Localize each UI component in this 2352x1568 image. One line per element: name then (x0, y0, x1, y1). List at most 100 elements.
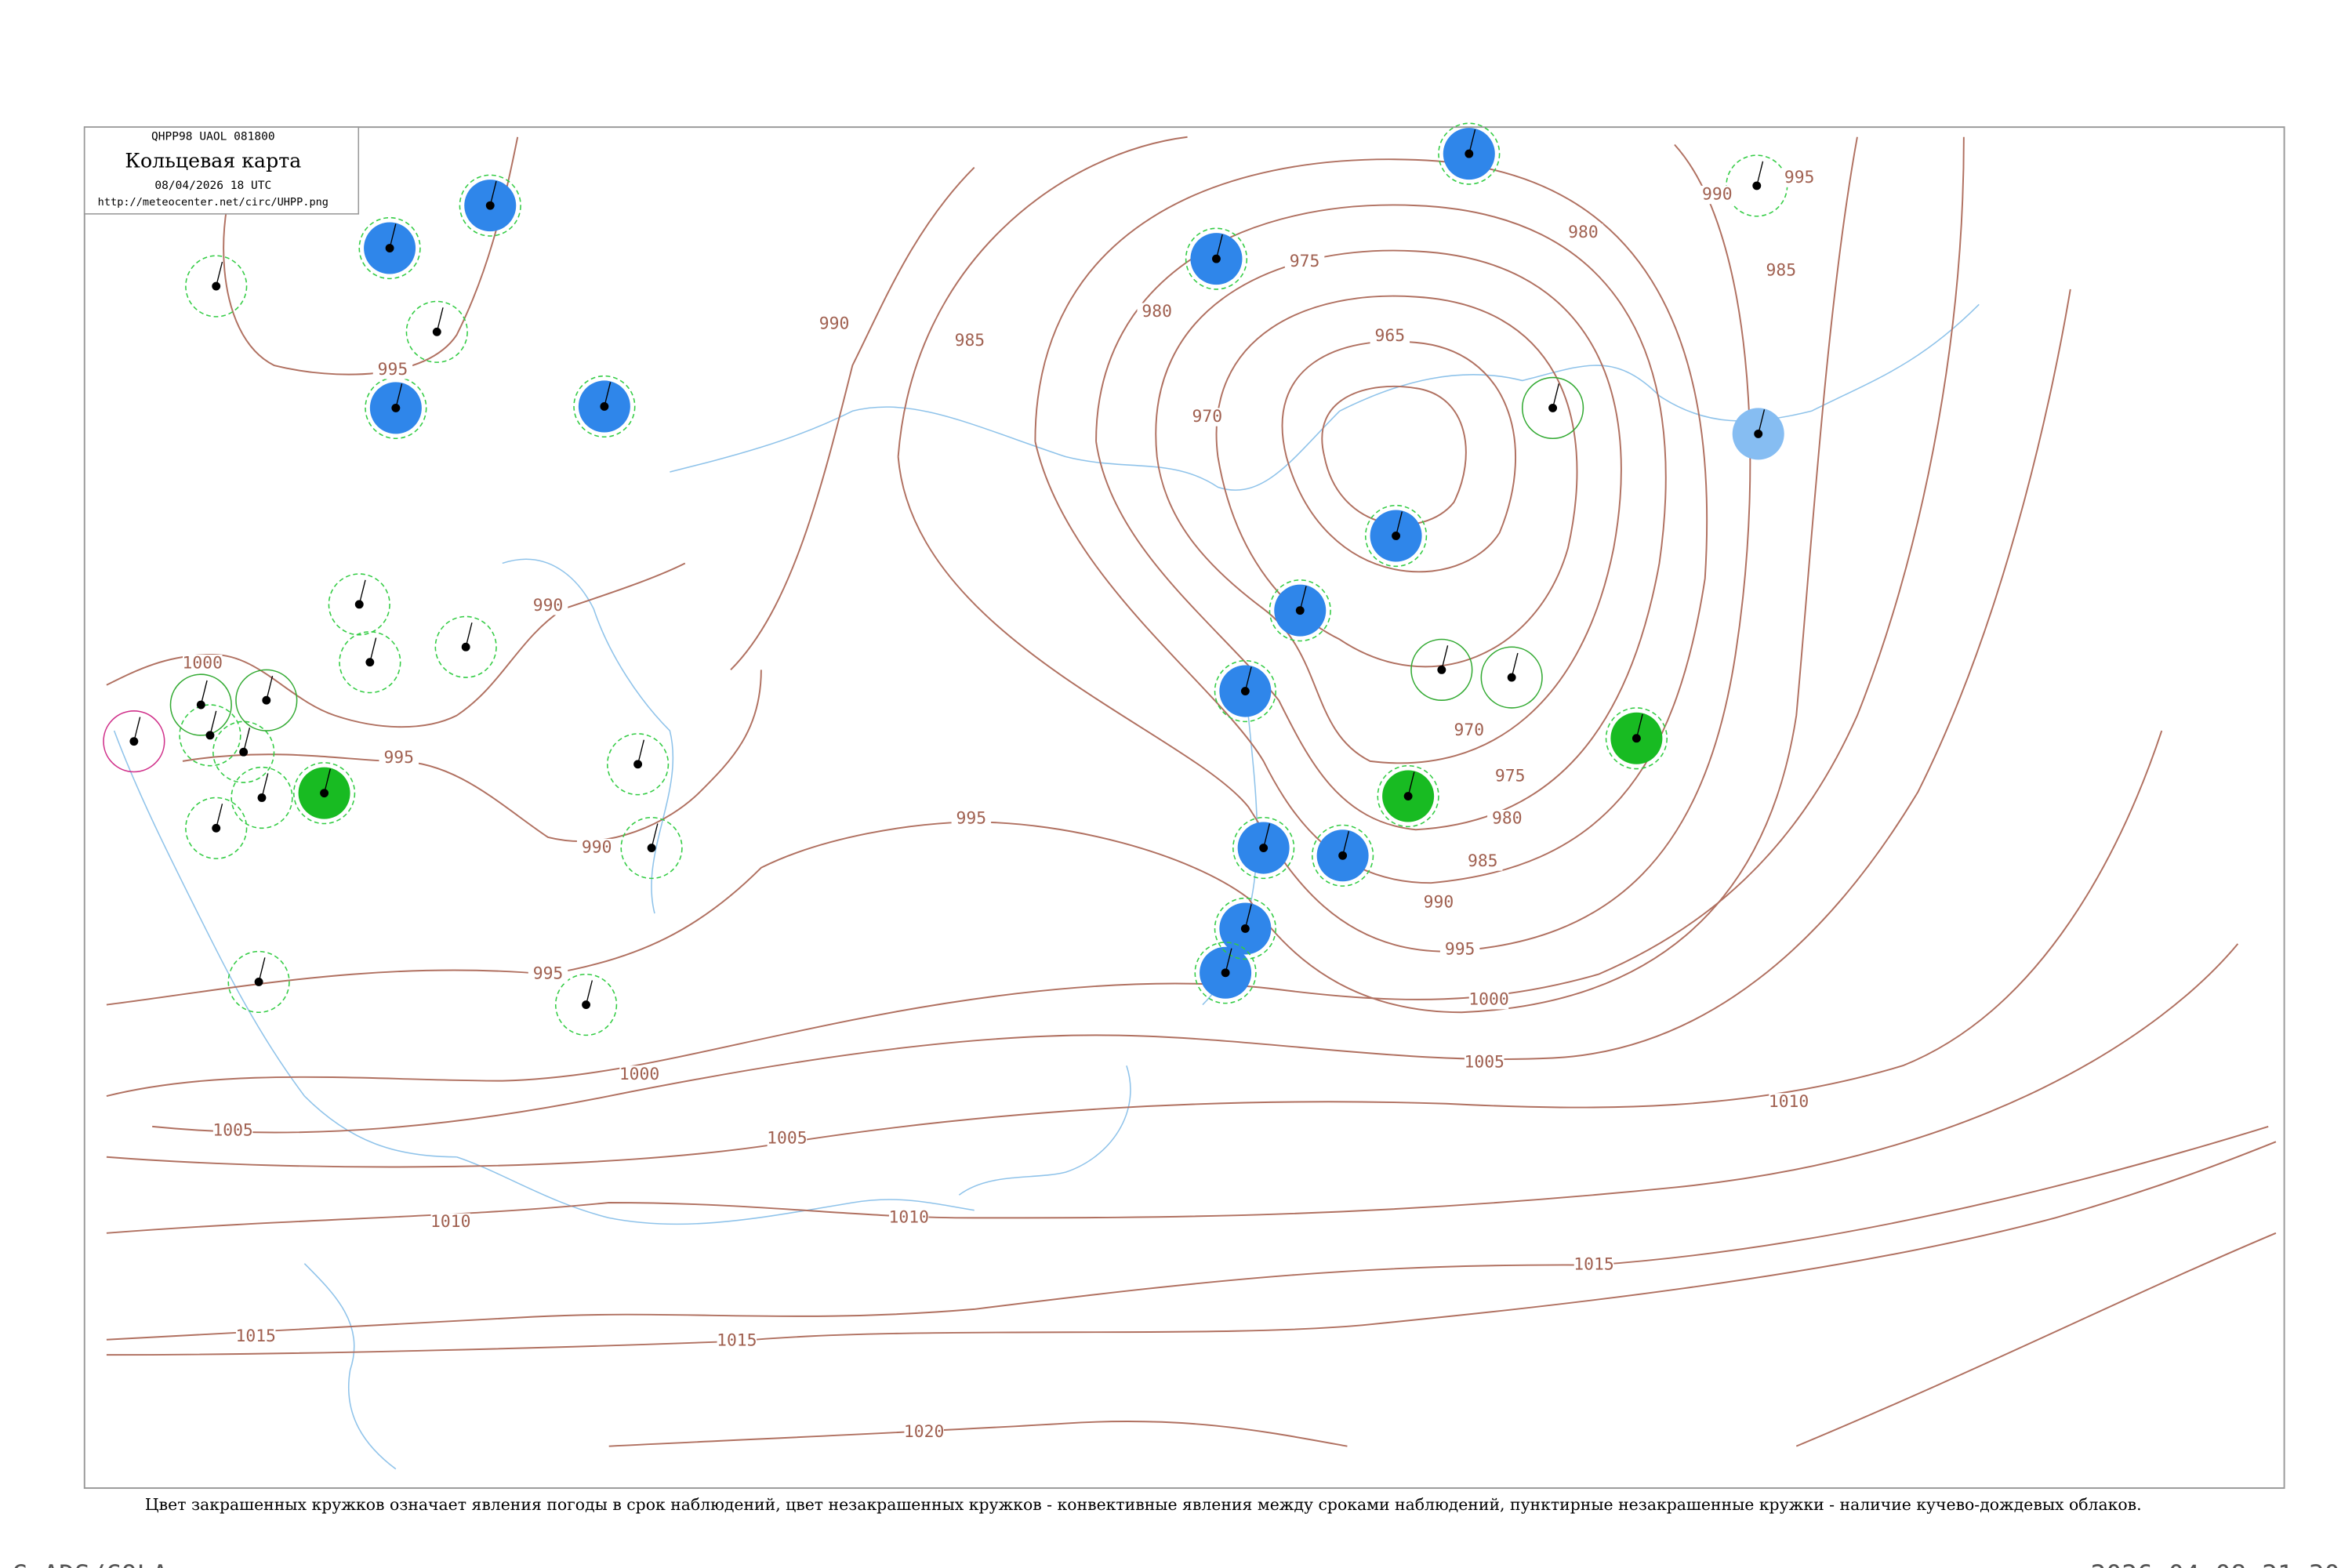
isobar-label-bg (235, 1327, 276, 1346)
station-cb (292, 762, 356, 825)
station-cb (358, 216, 421, 280)
station-dot (1392, 532, 1401, 540)
isobar-label: 980 (1568, 223, 1599, 242)
wind-barb (216, 261, 223, 287)
wind-barb (1407, 771, 1415, 797)
stations (103, 122, 1788, 1036)
isobar-label-bg (814, 314, 855, 334)
isobar-label: 965 (1375, 326, 1406, 346)
timestamp: 2026-04-08-21:30 (2091, 1559, 2340, 1568)
header-frame (83, 126, 360, 215)
station-dot (1632, 734, 1641, 743)
station-cb (620, 816, 683, 880)
station-dot (1240, 687, 1250, 695)
isobar-label-bg (888, 1208, 929, 1228)
wind-barb (261, 773, 269, 798)
station-cb (1377, 764, 1439, 828)
station-cb (185, 255, 248, 318)
wind-barb (1758, 409, 1766, 434)
isobar-label-bg (1370, 327, 1410, 346)
header-title: Кольцевая карта (125, 150, 301, 172)
station-cb (1185, 227, 1248, 290)
isobar-label: 975 (1290, 252, 1320, 271)
wind-barb (1441, 645, 1449, 670)
wind-barb (389, 223, 397, 249)
wind-barb (395, 383, 403, 408)
wind-barb (651, 823, 659, 848)
station-cb (573, 375, 636, 438)
station-cb (1232, 816, 1295, 880)
isobar-label: 990 (533, 596, 564, 615)
wind-barb (1635, 713, 1643, 739)
station-cb (212, 720, 275, 783)
wind-barb (1244, 666, 1252, 691)
isobar-label-bg (1487, 810, 1527, 829)
station-convective (1521, 376, 1584, 439)
isobar-label-bg (372, 361, 413, 379)
isobar-label: 995 (956, 809, 987, 829)
wind-barb (1552, 383, 1560, 408)
isobar-label-bg (1468, 991, 1509, 1010)
software-label: GrADS/COLA (13, 1559, 169, 1568)
wind-barb (1225, 948, 1232, 973)
station-cb (328, 573, 390, 636)
isobar-label: 985 (1766, 261, 1797, 281)
station-dot (129, 737, 139, 746)
isobar-label-bg (951, 810, 992, 829)
isobar-label: 1015 (236, 1327, 276, 1346)
station-dot (205, 731, 215, 740)
station-cb (1214, 897, 1276, 960)
isobar-label: 985 (955, 331, 985, 350)
station-convective (103, 710, 165, 773)
isobar-label: 995 (378, 360, 408, 379)
isobar-label-bg (1697, 185, 1737, 205)
isobar-label-bg (1439, 941, 1480, 960)
isobar-label: 970 (1192, 407, 1223, 426)
isobar-label-bg (717, 1332, 757, 1351)
isobar-label-bg (1573, 1255, 1614, 1275)
wind-barb (1299, 586, 1307, 611)
station-dot (1754, 429, 1763, 438)
isobar-label-bg (183, 654, 223, 673)
isobar-label-bg (1463, 852, 1503, 871)
station-cb (405, 300, 468, 363)
isobar-label-bg (528, 965, 568, 984)
isobar-label-bg (379, 749, 419, 768)
station-cb (185, 797, 248, 859)
isobar-label: 1000 (1468, 990, 1508, 1010)
wind-barb (369, 637, 377, 662)
station-dot (254, 977, 263, 986)
wind-barb (258, 957, 266, 982)
station-cb (1438, 122, 1501, 185)
isobar-label: 970 (1454, 720, 1485, 740)
isobar-label-bg (619, 1065, 659, 1084)
isobar-label: 995 (1445, 940, 1475, 960)
isobar-label-bg (767, 1129, 808, 1149)
isobar-label-bg (1449, 721, 1490, 740)
isobar-label-bg (1464, 1053, 1504, 1072)
wind-barb (436, 307, 444, 332)
isobar-label-bg (1490, 767, 1530, 786)
isobar-label-bg (1761, 261, 1802, 281)
isobar-label-bg (1418, 893, 1459, 913)
wind-barb (1215, 234, 1223, 260)
wind-barb (133, 717, 141, 742)
header-time: 08/04/2026 18 UTC (154, 179, 271, 192)
isobar-label: 1000 (619, 1065, 659, 1084)
isobar-label: 1005 (212, 1121, 252, 1141)
wind-barb (358, 579, 366, 605)
station-dot (262, 695, 271, 705)
isobar-label: 990 (1702, 185, 1733, 205)
isobar-label: 1010 (430, 1212, 470, 1232)
isobar-label-bg (1137, 303, 1177, 321)
station-cb (230, 766, 293, 829)
station-dot (1259, 844, 1269, 852)
isobar-label: 1005 (767, 1128, 807, 1148)
wind-barb (200, 680, 208, 706)
isobar-label-bg (904, 1423, 944, 1442)
station-cb (554, 973, 618, 1036)
wind-barb (585, 980, 593, 1005)
isobar-label: 980 (1492, 809, 1523, 829)
station-convective (235, 669, 298, 731)
wind-barb (489, 180, 497, 206)
